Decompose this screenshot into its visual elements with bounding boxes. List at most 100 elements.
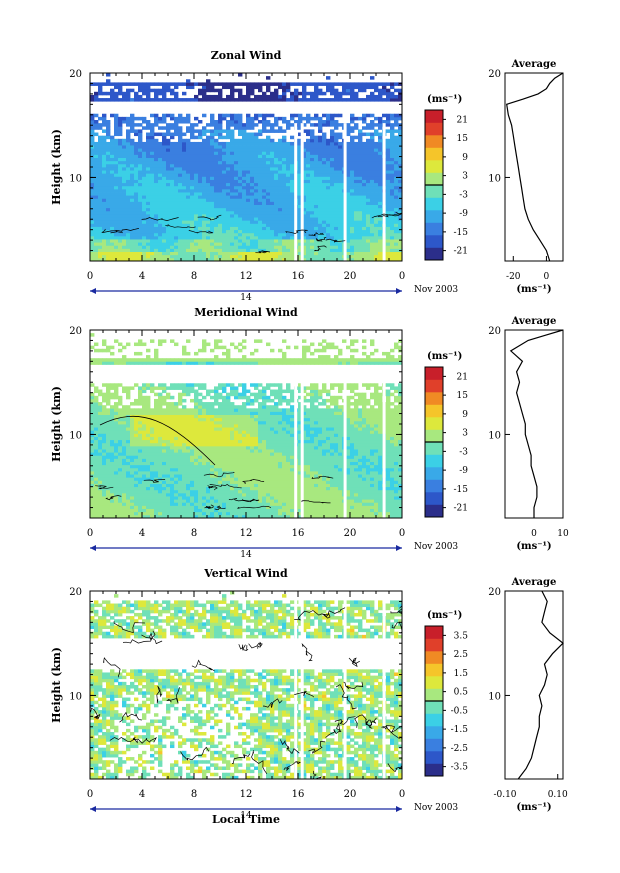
heatmap-cell — [358, 157, 363, 162]
heatmap-cell — [202, 170, 207, 174]
heatmap-cell — [170, 192, 175, 196]
heatmap-cell — [126, 483, 131, 488]
heatmap-cell — [198, 248, 203, 252]
heatmap-cell — [218, 157, 223, 162]
heatmap-cell — [238, 188, 243, 193]
heatmap-cell — [150, 471, 155, 475]
heatmap-cell — [146, 170, 151, 174]
heatmap-cell — [226, 192, 231, 196]
heatmap-cell — [346, 198, 351, 202]
heatmap-cell — [102, 167, 107, 171]
heatmap-cell — [378, 188, 383, 193]
heatmap-cell — [126, 154, 131, 158]
heatmap-cell — [366, 198, 371, 202]
heatmap-cell — [122, 220, 127, 224]
heatmap-cell — [222, 160, 227, 165]
heatmap-cell — [154, 442, 159, 447]
heatmap-cell — [346, 85, 351, 90]
heatmap-cell — [94, 141, 99, 146]
heatmap-cell — [362, 113, 367, 118]
heatmap-cell — [202, 201, 207, 205]
heatmap-cell — [146, 467, 151, 472]
heatmap-cell — [122, 192, 127, 196]
heatmap-cell — [334, 179, 339, 184]
heatmap-cell — [178, 436, 183, 441]
heatmap-cell — [386, 226, 391, 231]
heatmap-cell — [234, 82, 239, 86]
heatmap-cell — [94, 467, 99, 472]
heatmap-cell — [262, 248, 267, 252]
heatmap-cell — [166, 145, 171, 149]
heatmap-cell — [254, 94, 259, 99]
heatmap-cell — [126, 464, 131, 469]
heatmap-cell — [174, 154, 179, 158]
heatmap-cell — [138, 204, 143, 209]
heatmap-cell — [190, 185, 195, 190]
heatmap-cell — [234, 113, 239, 118]
heatmap-cell — [274, 98, 279, 102]
heatmap-cell — [310, 195, 315, 199]
heatmap-cell — [230, 91, 235, 96]
heatmap-cell — [286, 192, 291, 196]
heatmap-cell — [142, 464, 147, 469]
heatmap-cell — [142, 508, 147, 513]
heatmap-cell — [198, 226, 203, 231]
heatmap-cell — [106, 201, 111, 205]
heatmap-cell — [326, 182, 331, 187]
heatmap-cell — [142, 461, 147, 466]
heatmap-cell — [126, 427, 131, 431]
heatmap-cell — [94, 395, 99, 400]
heatmap-cell — [246, 88, 251, 93]
heatmap-cell — [146, 489, 151, 494]
heatmap-cell — [134, 248, 139, 252]
heatmap-cell — [270, 113, 275, 118]
heatmap-cell — [386, 82, 391, 86]
heatmap-cell — [302, 173, 307, 177]
heatmap-cell — [110, 135, 115, 140]
heatmap-cell — [326, 76, 331, 80]
heatmap-cell — [242, 204, 247, 209]
heatmap-cell — [186, 185, 191, 190]
heatmap-cell — [178, 220, 183, 224]
heatmap-cell — [238, 163, 243, 168]
heatmap-cell — [374, 160, 379, 165]
heatmap-cell — [350, 141, 355, 146]
heatmap-cell — [254, 113, 259, 118]
heatmap-cell — [162, 430, 167, 434]
heatmap-cell — [162, 433, 167, 437]
heatmap-cell — [142, 499, 147, 503]
heatmap-cell — [390, 235, 395, 240]
heatmap-cell — [302, 242, 307, 246]
heatmap-cell — [114, 433, 119, 437]
heatmap-cell — [138, 420, 143, 425]
heatmap-cell — [302, 94, 307, 99]
heatmap-cell — [198, 120, 203, 124]
heatmap-cell — [198, 148, 203, 152]
heatmap-cell — [262, 220, 267, 224]
heatmap-cell — [222, 226, 227, 231]
heatmap-cell — [94, 204, 99, 209]
heatmap-cell — [98, 167, 103, 171]
heatmap-cell — [234, 232, 239, 237]
heatmap-cell — [122, 254, 127, 259]
heatmap-cell — [102, 192, 107, 196]
heatmap-cell — [106, 242, 111, 246]
heatmap-cell — [346, 235, 351, 240]
heatmap-cell — [94, 458, 99, 462]
heatmap-cell — [354, 185, 359, 190]
heatmap-cell — [346, 220, 351, 224]
heatmap-cell — [378, 198, 383, 202]
heatmap-cell — [110, 154, 115, 158]
heatmap-cell — [270, 129, 275, 133]
heatmap-cell — [202, 182, 207, 187]
heatmap-cell — [178, 477, 183, 481]
heatmap-cell — [190, 188, 195, 193]
heatmap-cell — [350, 82, 355, 86]
heatmap-cell — [398, 113, 403, 118]
heatmap-cell — [138, 148, 143, 152]
heatmap-cell — [166, 242, 171, 246]
heatmap-cell — [150, 141, 155, 146]
heatmap-cell — [262, 207, 267, 212]
heatmap-cell — [306, 167, 311, 171]
heatmap-cell — [190, 145, 195, 149]
